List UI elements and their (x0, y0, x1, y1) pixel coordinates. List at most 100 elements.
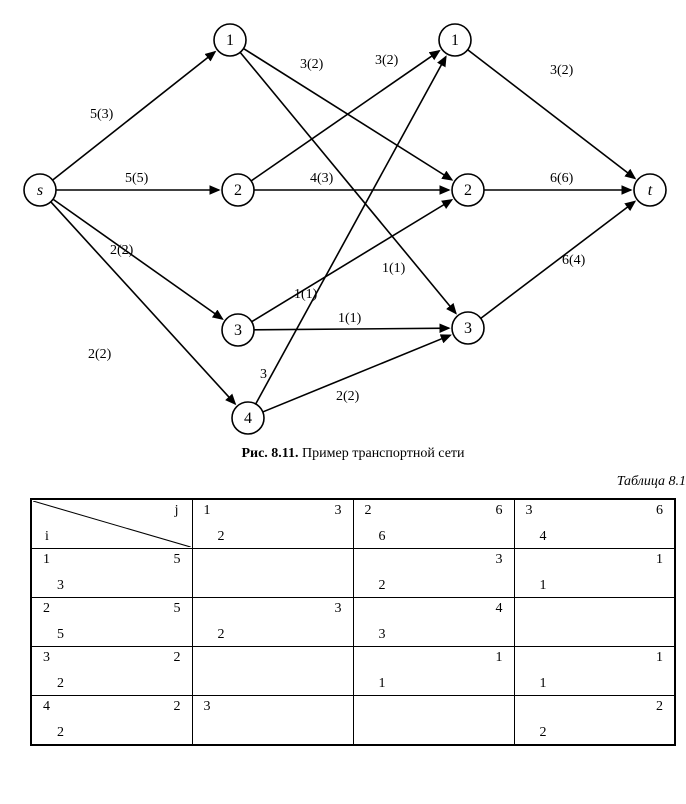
table-cell: 11 (514, 647, 675, 696)
cell-ne: 2 (174, 650, 181, 666)
cell-nw: 3 (204, 699, 211, 715)
edge-a1-b3 (240, 52, 456, 313)
edge-label: 1(1) (382, 261, 406, 276)
header-diag-cell: ji (31, 499, 192, 549)
edge-s-a3 (53, 199, 222, 319)
edge-a4-b1 (256, 57, 446, 404)
edge-label: 3(2) (300, 57, 324, 72)
node-label: 4 (244, 410, 252, 427)
table-cell: 266 (353, 499, 514, 549)
cell-nw: 2 (365, 503, 372, 519)
cell-ne: 1 (496, 650, 503, 666)
cell-ne: 4 (496, 601, 503, 617)
table-label: Таблица 8.1 (10, 474, 686, 490)
edge-label: 2(2) (336, 389, 360, 404)
node-label: t (648, 182, 653, 199)
cell-center: 4 (540, 529, 547, 545)
table-cell: 322 (31, 647, 192, 696)
edge-label: 1(1) (294, 287, 318, 302)
edge-label: 4(3) (310, 171, 334, 186)
cell-ne: 1 (656, 650, 663, 666)
table-cell (514, 598, 675, 647)
cell-ne: 2 (656, 699, 663, 715)
node-label: 1 (226, 32, 234, 49)
edge-b3-t (481, 201, 635, 318)
edge-s-a4 (51, 202, 235, 404)
table-cell: 32 (192, 598, 353, 647)
table-cell (192, 647, 353, 696)
cell-ne: 5 (174, 552, 181, 568)
table-row: 1533211 (31, 549, 675, 598)
cell-nw: 3 (43, 650, 50, 666)
cell-ne: 1 (656, 552, 663, 568)
table-row: 2553243 (31, 598, 675, 647)
table-cell: 3 (192, 696, 353, 746)
node-label: 2 (464, 182, 472, 199)
node-label: 2 (234, 182, 242, 199)
table-cell (192, 549, 353, 598)
node-label: 3 (464, 320, 472, 337)
table-cell: 11 (514, 549, 675, 598)
cell-ne: 6 (496, 503, 503, 519)
cell-center: 2 (218, 627, 225, 643)
cell-center: 5 (57, 627, 64, 643)
cell-center: 1 (540, 578, 547, 594)
cell-nw: 2 (43, 601, 50, 617)
edge-label: 3 (260, 367, 267, 382)
edge-label: 2(2) (88, 347, 112, 362)
cell-ne: 5 (174, 601, 181, 617)
cell-center: 2 (218, 529, 225, 545)
data-table: ji132266364153321125532433221111422322 (30, 498, 676, 746)
cell-ne: 2 (174, 699, 181, 715)
node-label: 3 (234, 322, 242, 339)
table-cell: 43 (353, 598, 514, 647)
cell-center: 2 (57, 725, 64, 741)
edge-a3-b2 (252, 200, 452, 322)
table-cell: 1 3 2 (192, 499, 353, 549)
cell-ne: 3 (335, 503, 342, 519)
table-cell: 11 (353, 647, 514, 696)
cell-center: 1 (379, 676, 386, 692)
table-row: 3221111 (31, 647, 675, 696)
cell-ne: 6 (656, 503, 663, 519)
caption-bold: Рис. 8.11. (241, 446, 298, 461)
edge-label: 3(2) (375, 53, 399, 68)
node-label: 1 (451, 32, 459, 49)
edge-label: 5(3) (90, 107, 114, 122)
edge-s-a1 (53, 52, 216, 180)
edge-label: 1(1) (338, 311, 362, 326)
table-cell: 1 5 3 (31, 549, 192, 598)
edge-a3-b3 (254, 328, 449, 330)
network-svg: s1234123t 5(3)5(5)2(2)2(2)3(2)1(1)3(2)4(… (10, 10, 676, 440)
table-cell: 255 (31, 598, 192, 647)
table-cell: 22 (514, 696, 675, 746)
table-cell: 32 (353, 549, 514, 598)
table-cell (353, 696, 514, 746)
cell-center: 6 (379, 529, 386, 545)
table-cell: 3 6 4 (514, 499, 675, 549)
cell-nw: 1 (204, 503, 211, 519)
cell-nw: 4 (43, 699, 50, 715)
figure-caption: Рис. 8.11. Пример транспортной сети (10, 446, 686, 462)
diag-line (33, 501, 191, 547)
caption-text: Пример транспортной сети (302, 446, 465, 461)
cell-center: 3 (379, 627, 386, 643)
cell-nw: 1 (43, 552, 50, 568)
edge-label: 6(4) (562, 253, 586, 268)
cell-ne: 3 (335, 601, 342, 617)
node-label: s (37, 182, 43, 199)
cell-center: 2 (379, 578, 386, 594)
edge-label: 3(2) (550, 63, 574, 78)
cell-ne: 3 (496, 552, 503, 568)
table-row: 422322 (31, 696, 675, 746)
cell-nw: 3 (526, 503, 533, 519)
edge-label: 6(6) (550, 171, 574, 186)
cell-center: 2 (540, 725, 547, 741)
edge-label: 2(2) (110, 243, 134, 258)
table-cell: 422 (31, 696, 192, 746)
table-header-row: ji132266364 (31, 499, 675, 549)
cell-center: 3 (57, 578, 64, 594)
cell-center: 1 (540, 676, 547, 692)
cell-center: 2 (57, 676, 64, 692)
data-table-wrap: ji132266364153321125532433221111422322 (30, 498, 676, 746)
